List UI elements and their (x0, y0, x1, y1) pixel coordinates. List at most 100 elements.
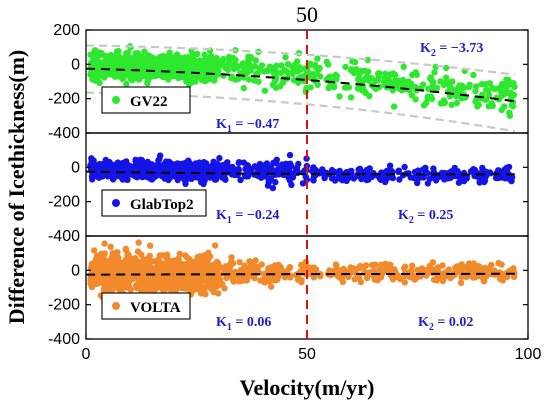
data-point (176, 250, 183, 257)
top-value-label: 50 (296, 2, 318, 27)
data-point (501, 103, 508, 110)
data-point (245, 76, 253, 83)
data-point (138, 62, 145, 70)
data-point (358, 168, 366, 175)
data-point (498, 93, 505, 100)
data-point (221, 174, 228, 181)
data-point (223, 274, 230, 282)
data-point (293, 164, 301, 172)
data-point (335, 169, 342, 177)
data-point (389, 87, 396, 94)
data-point (163, 165, 170, 172)
data-point (155, 57, 163, 65)
data-point (310, 267, 318, 274)
y-tick-label: 0 (71, 159, 80, 176)
data-point (316, 64, 323, 72)
data-point (390, 70, 397, 77)
data-point (314, 55, 321, 62)
data-point (168, 69, 176, 77)
data-point (372, 77, 379, 85)
data-point (503, 89, 510, 96)
data-point (272, 84, 280, 91)
trend-line (85, 67, 515, 103)
data-point (228, 73, 235, 80)
data-point (107, 243, 114, 250)
data-point (348, 167, 355, 175)
data-point (460, 264, 468, 271)
data-point (153, 283, 160, 290)
data-point (258, 62, 266, 69)
data-point (125, 251, 132, 259)
data-point (481, 277, 488, 284)
data-point (472, 83, 480, 90)
data-point (297, 267, 305, 275)
data-point (386, 267, 393, 275)
data-point (328, 166, 336, 174)
data-point (336, 93, 343, 100)
data-point (156, 266, 163, 273)
data-point (159, 72, 166, 80)
x-tick-label: 100 (515, 346, 542, 363)
data-point (505, 76, 512, 84)
data-point (255, 69, 262, 77)
data-point (289, 63, 296, 71)
data-point (211, 242, 219, 249)
data-point (454, 168, 461, 175)
panels-group: 200 0 -200 -400 GV22 K1 = −0.47 K2 = −3.73 0 -20… (48, 22, 529, 348)
data-point (285, 174, 292, 181)
data-point (283, 267, 291, 275)
data-point (438, 169, 446, 177)
data-point (204, 256, 212, 264)
data-point (100, 258, 107, 265)
data-point (465, 83, 472, 91)
data-point (264, 278, 271, 285)
data-point (109, 253, 116, 260)
data-point (348, 266, 355, 273)
data-point (501, 174, 508, 182)
data-point (356, 274, 363, 281)
data-point (358, 67, 365, 75)
y-axis-title: Difference of Icethickness(m) (4, 50, 29, 325)
x-axis-ticks: 0 50 100 (82, 334, 542, 363)
data-point (140, 275, 147, 282)
data-point (485, 103, 492, 110)
data-point (475, 266, 483, 274)
data-point (287, 274, 294, 281)
data-point (146, 173, 154, 180)
data-point (282, 160, 290, 167)
data-point (193, 164, 200, 171)
data-point (186, 159, 193, 167)
data-point (99, 172, 106, 179)
x-tick-label: 50 (298, 346, 316, 363)
data-point (250, 262, 258, 269)
data-point (422, 267, 430, 274)
data-point (361, 269, 368, 277)
legend-label: GlabTop2 (130, 197, 194, 213)
data-point (261, 87, 269, 94)
data-point (428, 77, 436, 84)
data-point (277, 69, 285, 77)
data-point (286, 151, 294, 159)
data-point (166, 276, 173, 284)
data-point (165, 60, 172, 67)
data-point (108, 275, 116, 282)
data-point (161, 260, 168, 267)
data-point (460, 177, 468, 185)
data-point (438, 273, 445, 281)
data-point (108, 161, 115, 168)
data-point (302, 173, 309, 180)
legend-marker (112, 96, 120, 104)
data-point (141, 48, 148, 55)
data-point (117, 259, 124, 266)
data-point (246, 57, 253, 64)
legend: VOLTA (101, 292, 191, 320)
data-point (307, 84, 314, 91)
data-point (182, 252, 189, 259)
data-point (411, 276, 419, 283)
data-point (470, 71, 477, 79)
data-point (481, 178, 488, 186)
data-point (491, 267, 498, 274)
data-point (501, 271, 509, 279)
data-point (441, 99, 448, 106)
y-tick-label: -400 (48, 331, 80, 348)
